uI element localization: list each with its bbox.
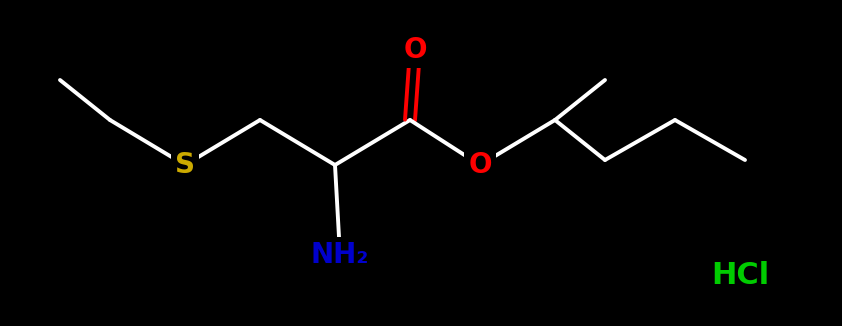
Text: HCl: HCl xyxy=(711,260,769,289)
Text: O: O xyxy=(403,36,427,64)
Text: S: S xyxy=(175,151,195,179)
Text: NH₂: NH₂ xyxy=(311,241,369,269)
Text: O: O xyxy=(468,151,492,179)
